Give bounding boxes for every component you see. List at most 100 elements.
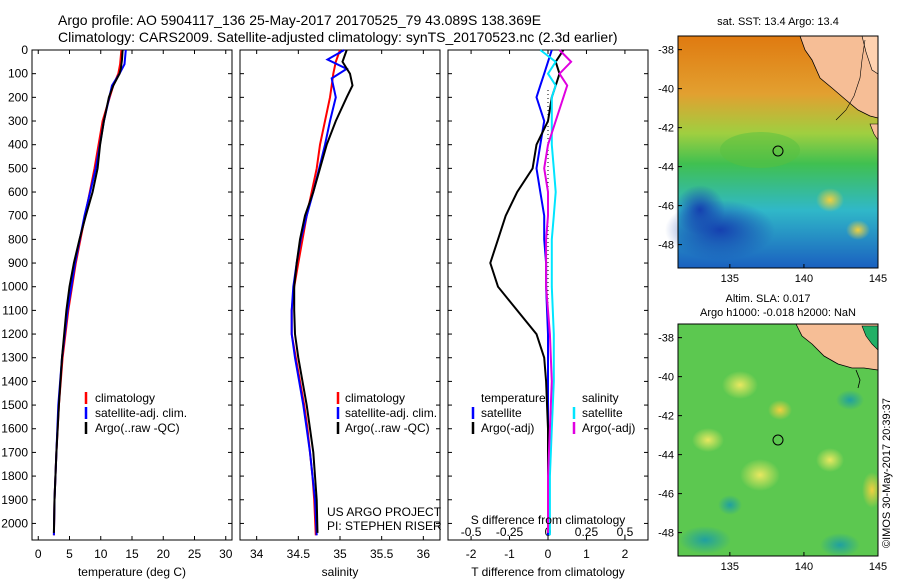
depth-tick-label: 1700: [1, 445, 28, 459]
lat-tick-label: -38: [658, 45, 674, 57]
depth-tick-label: 100: [8, 67, 28, 81]
x-tick-label: 20: [157, 547, 171, 561]
xlabel-temperature: temperature (deg C): [78, 565, 186, 579]
series-line: [290, 49, 341, 536]
depth-tick-label: 1600: [1, 422, 28, 436]
lat-tick-label: -42: [658, 123, 674, 135]
series-line: [543, 49, 573, 533]
lon-tick-label: 135: [721, 561, 739, 573]
credit-text: ©IMOS 30-May-2017 20:39:37: [881, 398, 893, 548]
sla-map-title: Altim. SLA: 0.017: [726, 293, 811, 305]
depth-tick-label: 1400: [1, 374, 28, 388]
series-layer: [52, 49, 573, 540]
series-line: [290, 49, 349, 536]
depth-tick-label: 0: [21, 43, 28, 57]
xlabel-t-difference: T difference from climatology: [471, 565, 625, 579]
x-tick-label: 25: [188, 547, 202, 561]
x-tick-label: 5: [66, 547, 73, 561]
xlabel-s-difference: S difference from climatology: [471, 513, 626, 527]
x-tick-label: 34.5: [287, 547, 311, 561]
x-tick-label: 10: [94, 547, 108, 561]
x-tick-label: 34: [250, 547, 264, 561]
xlabel-salinity: salinity: [322, 565, 359, 579]
x-tick-label: -1: [504, 547, 515, 561]
series-line: [539, 49, 558, 536]
x-top-tick-label: 0.25: [575, 525, 599, 539]
lat-tick-label: -42: [658, 411, 674, 423]
lat-tick-label: -38: [658, 333, 674, 345]
depth-tick-label: 200: [8, 90, 28, 104]
series-line: [535, 49, 553, 536]
depth-tick-label: 1900: [1, 493, 28, 507]
sst-map: [665, 35, 879, 269]
salinity-panel: [239, 49, 441, 541]
sla-map-subtitle: Argo h1000: -0.018 h2000: NaN: [700, 307, 856, 319]
lon-tick-label: 135: [721, 273, 739, 285]
series-line: [52, 49, 124, 533]
legend-item: satellite: [481, 406, 522, 420]
depth-tick-label: 700: [8, 209, 28, 223]
x-tick-label: 1: [583, 547, 590, 561]
legend-salinity: climatology satellite-adj. clim. Argo(..…: [336, 391, 437, 435]
depth-tick-label: 900: [8, 256, 28, 270]
depth-tick-label: 1200: [1, 327, 28, 341]
lon-tick-label: 145: [869, 273, 887, 285]
x-top-tick-label: 0.5: [617, 525, 634, 539]
sla-map: [677, 323, 882, 557]
x-tick-label: 15: [125, 547, 139, 561]
lat-tick-label: -44: [658, 450, 674, 462]
depth-tick-label: 600: [8, 185, 28, 199]
x-tick-label: 30: [219, 547, 233, 561]
lon-tick-label: 140: [795, 561, 813, 573]
sla-map-axes: 135 140 145 -38 -40 -42 -44 -46 -48: [658, 333, 887, 573]
depth-tick-label: 1500: [1, 398, 28, 412]
legend-item: Argo(-adj): [582, 421, 635, 435]
x-tick-label: 2: [622, 547, 629, 561]
sst-map-title: sat. SST: 13.4 Argo: 13.4: [717, 16, 839, 28]
depth-tick-label: 400: [8, 138, 28, 152]
x-tick-label: 0: [35, 547, 42, 561]
legend-temperature: climatology satellite-adj. clim. Argo(..…: [84, 391, 187, 435]
legend-item: Argo(..raw -QC): [95, 421, 180, 435]
legend-item: satellite-adj. clim.: [95, 406, 187, 420]
legend-item: climatology: [95, 391, 155, 405]
legend-item: climatology: [345, 391, 405, 405]
x-axes: 0 5 10 15 20 25 30 34 34.5 35 35.5 36 -2 -1 0 1 2 -0.5 -0.…: [35, 50, 634, 561]
x-tick-label: 0: [545, 547, 552, 561]
x-tick-label: 35.5: [370, 547, 394, 561]
temperature-panel: [31, 49, 233, 541]
lat-tick-label: -46: [658, 489, 674, 501]
series-line: [293, 49, 354, 533]
x-top-tick-label: -0.5: [461, 525, 482, 539]
x-tick-label: 36: [417, 547, 431, 561]
legend-item: satellite: [582, 406, 623, 420]
lon-tick-label: 140: [795, 273, 813, 285]
x-tick-label: 35: [333, 547, 347, 561]
lat-tick-label: -46: [658, 201, 674, 213]
depth-tick-label: 1100: [2, 303, 28, 317]
depth-axis: 0 100 200 300 400 500 600 700 800 900 1000 1100 1200…: [1, 43, 648, 530]
depth-tick-label: 2000: [1, 516, 28, 530]
annotation-pi: PI: STEPHEN RISER: [327, 519, 442, 533]
legend-item: Argo(..raw -QC): [345, 421, 430, 435]
legend-item: satellite-adj. clim.: [345, 406, 437, 420]
depth-tick-label: 800: [8, 232, 28, 246]
lat-tick-label: -40: [658, 84, 674, 96]
legend-item: temperature: [481, 391, 546, 405]
annotation-project: US ARGO PROJECT: [327, 505, 442, 519]
x-tick-label: -2: [466, 547, 477, 561]
lat-tick-label: -40: [658, 372, 674, 384]
title-line-1: Argo profile: AO 5904117_136 25-May-2017…: [58, 12, 542, 28]
series-line: [52, 49, 127, 536]
depth-tick-label: 300: [8, 114, 28, 128]
depth-tick-label: 1000: [1, 280, 28, 294]
lat-tick-label: -44: [658, 162, 674, 174]
series-line: [52, 49, 123, 536]
sst-map-axes: 135 140 145 -38 -40 -42 -44 -46 -48: [658, 45, 887, 285]
legend-differences: temperature satellite Argo(-adj) salinit…: [471, 391, 635, 435]
lon-tick-label: 145: [869, 561, 887, 573]
x-top-tick-label: -0.25: [496, 525, 524, 539]
depth-tick-label: 500: [8, 161, 28, 175]
lat-tick-label: -48: [658, 528, 674, 540]
